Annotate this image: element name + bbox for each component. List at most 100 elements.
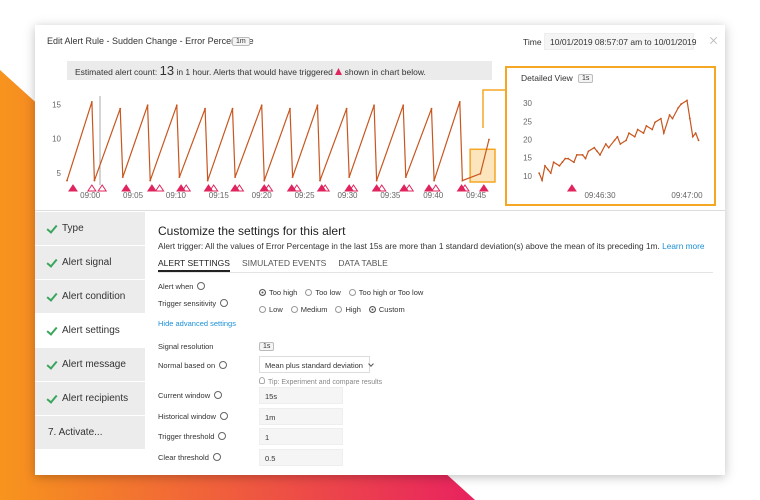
nav-label: Alert recipients <box>62 393 129 404</box>
data-point <box>178 176 181 179</box>
data-point <box>204 107 206 110</box>
field-label-text: Alert when <box>158 282 194 291</box>
dropdown[interactable]: Mean plus standard deviation <box>259 356 374 373</box>
tab[interactable]: ALERT SETTINGS <box>158 258 230 272</box>
data-point <box>573 161 575 164</box>
data-point <box>575 154 578 156</box>
data-point <box>671 117 674 120</box>
data-point <box>607 146 610 149</box>
nav-item[interactable]: Alert condition <box>35 280 145 314</box>
resolution-badge: 1s <box>259 342 275 351</box>
radio-option[interactable]: Low <box>259 305 283 314</box>
text-input[interactable]: 15s <box>259 387 343 404</box>
field-label: Historical window <box>158 411 228 421</box>
alert-marker <box>456 184 467 192</box>
data-point <box>636 128 639 131</box>
nav-item[interactable]: Type <box>35 212 145 246</box>
alert-marker-outline <box>86 184 97 192</box>
x-tick-label: 09:45 <box>466 191 487 200</box>
estimate-middle: in 1 hour. Alerts that would have trigge… <box>176 67 333 77</box>
data-point <box>430 107 433 110</box>
data-point <box>175 104 178 107</box>
field-label-text: Historical window <box>158 411 216 421</box>
x-tick-label: 09:25 <box>295 191 316 200</box>
data-point <box>561 161 564 164</box>
radio-option[interactable]: High <box>335 305 361 314</box>
tab[interactable]: SIMULATED EVENTS <box>241 258 327 268</box>
data-point <box>121 176 124 179</box>
x-tick-label: 09:05 <box>123 191 144 200</box>
alert-marker <box>371 184 382 192</box>
y-tick-label: 5 <box>57 169 62 178</box>
data-point <box>668 114 671 116</box>
alert-marker <box>399 184 410 192</box>
radio-option[interactable]: Too low <box>305 288 341 297</box>
radio-label: Medium <box>300 305 328 314</box>
dropdown-value: Mean plus standard deviation <box>265 361 363 370</box>
data-point <box>654 121 656 124</box>
advanced-link[interactable]: Hide advanced settings <box>158 319 236 328</box>
tip-text: Tip: Experiment and compare results <box>268 379 383 386</box>
radio-option[interactable]: Too high <box>259 288 297 297</box>
text-input[interactable]: 0.5 <box>259 448 343 466</box>
alert-marker <box>176 184 187 192</box>
data-point <box>461 179 464 182</box>
data-point <box>697 139 700 142</box>
info-icon <box>220 299 229 307</box>
data-point <box>206 179 209 182</box>
x-tick-label: 09:35 <box>380 191 401 200</box>
time-input[interactable]: 10/01/2019 08:57:07 am to 10/01/2019 <box>544 33 697 50</box>
data-point <box>479 172 482 175</box>
field-label: Trigger threshold <box>158 432 227 441</box>
data-point <box>662 132 665 135</box>
nav-label: Alert settings <box>62 325 120 336</box>
radio-group: Low Medium High Custom <box>259 299 413 317</box>
data-point <box>599 154 601 156</box>
data-point <box>319 179 321 182</box>
trigger-text: Alert trigger: All the values of Error P… <box>158 241 705 251</box>
detail-badge: 1s <box>578 74 594 83</box>
alert-marker <box>68 184 78 192</box>
tip: Tip: Experiment and compare results <box>259 377 382 386</box>
radio-label: Too high or Too low <box>358 288 424 297</box>
data-point <box>616 135 619 138</box>
alert-marker <box>344 184 355 192</box>
check-icon <box>46 358 58 370</box>
data-point <box>587 150 590 153</box>
alert-marker <box>566 184 577 192</box>
radio <box>348 289 356 296</box>
data-point <box>633 135 636 138</box>
field-label: Normal based on <box>158 361 228 370</box>
divider <box>35 210 725 211</box>
content-heading: Customize the settings for this alert <box>158 224 346 238</box>
data-point <box>404 176 407 179</box>
field-label: Signal resolution <box>158 342 214 351</box>
nav-item[interactable]: Alert settings <box>35 314 145 348</box>
tab[interactable]: DATA TABLE <box>338 258 388 268</box>
data-point <box>688 117 691 120</box>
text-input[interactable]: 1m <box>259 407 343 425</box>
radio-option[interactable]: Too high or Too low <box>348 288 424 297</box>
field-label: Current window <box>158 391 223 400</box>
alert-icon <box>335 68 343 75</box>
nav-item[interactable]: Alert recipients <box>35 382 145 416</box>
radio-option[interactable]: Medium <box>290 305 328 314</box>
data-point <box>375 179 378 182</box>
text-input[interactable]: 1 <box>259 428 343 445</box>
learn-more[interactable]: Learn more <box>662 241 705 251</box>
nav-item[interactable]: Alert signal <box>35 246 145 280</box>
data-point <box>694 132 697 135</box>
x-tick-label: 09:10 <box>166 191 187 200</box>
data-point <box>146 104 149 107</box>
tip-icon <box>259 377 265 384</box>
data-point <box>628 132 630 135</box>
data-point <box>66 179 68 182</box>
y-tick-label: 10 <box>52 135 61 144</box>
data-point <box>458 100 461 103</box>
nav-item[interactable]: Alert message <box>35 348 145 382</box>
nav-item[interactable]: 7. Activate... <box>35 416 145 450</box>
data-point <box>651 128 654 131</box>
radio-option[interactable]: Custom <box>368 305 405 314</box>
radio <box>290 306 298 313</box>
